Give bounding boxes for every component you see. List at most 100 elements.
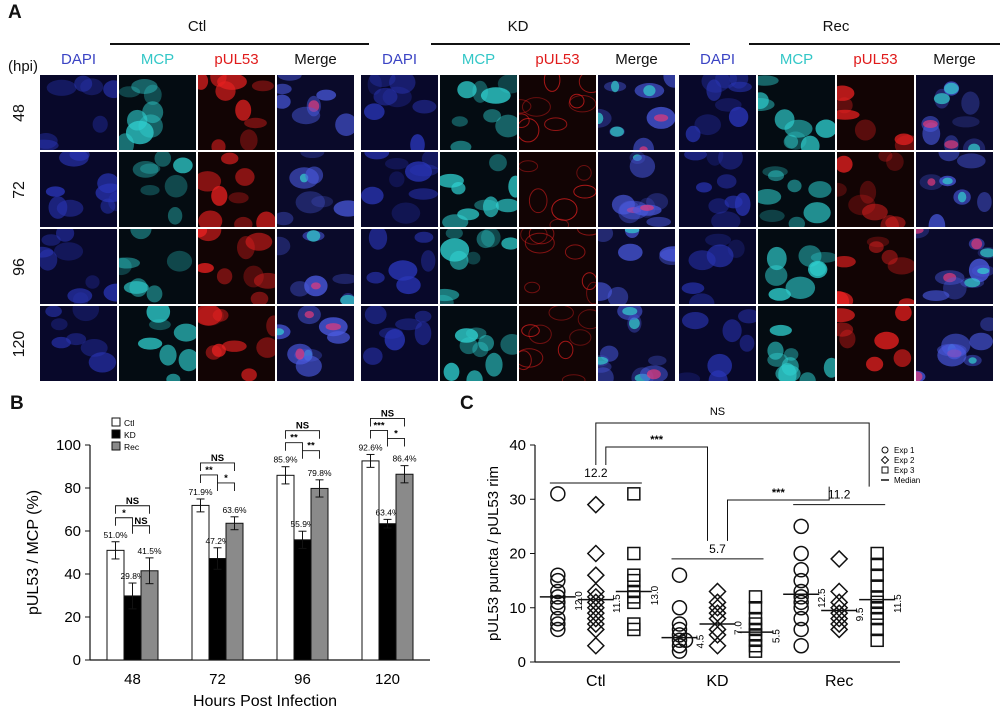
point-circle bbox=[550, 572, 566, 589]
x-tick-label: Rec bbox=[825, 673, 853, 690]
micrograph-ctl-dapi-72 bbox=[40, 152, 117, 227]
micrograph-rec-mcp-72 bbox=[758, 152, 835, 227]
significance-label: *** bbox=[373, 420, 384, 431]
group-title-ctl: Ctl bbox=[187, 18, 207, 35]
y-tick-label: 30 bbox=[509, 491, 526, 508]
point-diamond bbox=[586, 604, 605, 623]
point-circle bbox=[671, 600, 688, 616]
legend-label: Rec bbox=[124, 442, 140, 452]
bar bbox=[191, 504, 210, 661]
point-diamond bbox=[708, 598, 727, 617]
point-diamond bbox=[708, 593, 727, 612]
point-circle bbox=[550, 616, 566, 632]
y-tick-label: 100 bbox=[56, 437, 81, 454]
channel-label-merge: Merge bbox=[933, 51, 976, 68]
point-square bbox=[870, 579, 884, 593]
row-label-120hpi: 120 bbox=[11, 330, 28, 357]
micrograph-ctl-pul53-72 bbox=[198, 152, 275, 227]
micrograph-ctl-mcp-120 bbox=[119, 306, 196, 381]
channel-label-mcp: MCP bbox=[140, 51, 175, 68]
group-underline bbox=[749, 43, 1000, 45]
point-diamond bbox=[586, 636, 605, 655]
data-label: 29.8% bbox=[120, 571, 145, 581]
median-label: 12.0 bbox=[574, 591, 585, 611]
group-title-rec: Rec bbox=[822, 18, 850, 35]
data-label: 85.9% bbox=[273, 455, 298, 465]
micrograph-kd-mcp-72 bbox=[440, 152, 517, 227]
micrograph-kd-merge-96 bbox=[598, 229, 675, 304]
significance-label: * bbox=[224, 473, 228, 484]
point-circle bbox=[550, 621, 566, 638]
data-label: 92.6% bbox=[358, 442, 383, 452]
point-square bbox=[870, 633, 884, 648]
legend-label: Exp 1 bbox=[894, 446, 915, 455]
bar bbox=[378, 523, 397, 661]
micrograph-rec-pul53-120 bbox=[837, 306, 914, 381]
data-label: 71.9% bbox=[188, 487, 213, 497]
point-diamond bbox=[586, 566, 605, 585]
data-label: 86.4% bbox=[392, 454, 417, 464]
channel-label-pul53: pUL53 bbox=[853, 51, 898, 68]
point-diamond bbox=[830, 614, 849, 634]
significance-label: ** bbox=[307, 441, 315, 452]
point-square bbox=[627, 595, 641, 610]
group-median-label: 11.2 bbox=[828, 488, 851, 502]
point-circle bbox=[550, 567, 566, 583]
row-label-48hpi: 48 bbox=[11, 103, 28, 122]
legend-marker bbox=[880, 455, 890, 465]
micrograph-rec-merge-120 bbox=[916, 306, 993, 381]
micrograph-rec-pul53-72 bbox=[837, 152, 914, 227]
significance-bracket bbox=[200, 462, 235, 471]
point-diamond bbox=[586, 582, 605, 601]
point-square bbox=[870, 622, 884, 637]
group-title-kd: KD bbox=[507, 18, 529, 35]
y-tick-label: 40 bbox=[64, 566, 81, 583]
bar bbox=[361, 460, 380, 661]
significance-bracket bbox=[217, 482, 235, 491]
point-diamond bbox=[708, 604, 727, 623]
median-label: 7.0 bbox=[734, 621, 745, 635]
point-square bbox=[627, 573, 641, 588]
point-diamond bbox=[586, 495, 605, 514]
x-tick-label: KD bbox=[706, 673, 728, 690]
micrograph-kd-mcp-120 bbox=[440, 306, 517, 381]
micrograph-rec-mcp-96 bbox=[758, 229, 835, 304]
significance-label: NS bbox=[710, 406, 725, 418]
point-square bbox=[627, 622, 641, 637]
significance-bracket bbox=[605, 446, 708, 541]
channel-label-merge: Merge bbox=[294, 51, 337, 68]
point-diamond bbox=[586, 620, 605, 639]
x-tick-label: 96 bbox=[294, 671, 311, 688]
micrograph-rec-dapi-120 bbox=[679, 306, 756, 381]
point-circle bbox=[671, 567, 688, 583]
significance-bracket bbox=[132, 525, 150, 534]
bar bbox=[293, 539, 312, 661]
row-label-72hpi: 72 bbox=[11, 180, 28, 199]
micrograph-rec-mcp-120 bbox=[758, 306, 835, 381]
micrograph-ctl-mcp-96 bbox=[119, 229, 196, 304]
micrograph-ctl-dapi-96 bbox=[40, 229, 117, 304]
group-median-label: 5.7 bbox=[709, 542, 726, 556]
group-median-label: 12.2 bbox=[584, 466, 608, 480]
significance-bracket bbox=[285, 430, 320, 439]
significance-label: NS bbox=[126, 496, 139, 507]
micrograph-kd-mcp-48 bbox=[440, 75, 517, 150]
micrograph-ctl-merge-96 bbox=[277, 229, 354, 304]
point-circle bbox=[793, 518, 809, 535]
point-square bbox=[870, 546, 884, 561]
legend-label: Exp 3 bbox=[894, 466, 915, 475]
significance-label: * bbox=[394, 428, 398, 439]
point-diamond bbox=[586, 593, 605, 612]
point-circle bbox=[550, 600, 566, 616]
point-diamond bbox=[830, 598, 849, 617]
point-diamond bbox=[586, 609, 605, 628]
point-diamond bbox=[586, 614, 605, 634]
point-circle bbox=[671, 616, 688, 632]
micrograph-ctl-pul53-48 bbox=[198, 75, 275, 150]
bar bbox=[225, 522, 244, 661]
data-label: 55.9% bbox=[290, 519, 315, 529]
point-diamond bbox=[830, 582, 849, 601]
x-tick-label: 72 bbox=[209, 671, 226, 688]
legend-label: Ctl bbox=[124, 418, 135, 428]
micrograph-rec-dapi-96 bbox=[679, 229, 756, 304]
